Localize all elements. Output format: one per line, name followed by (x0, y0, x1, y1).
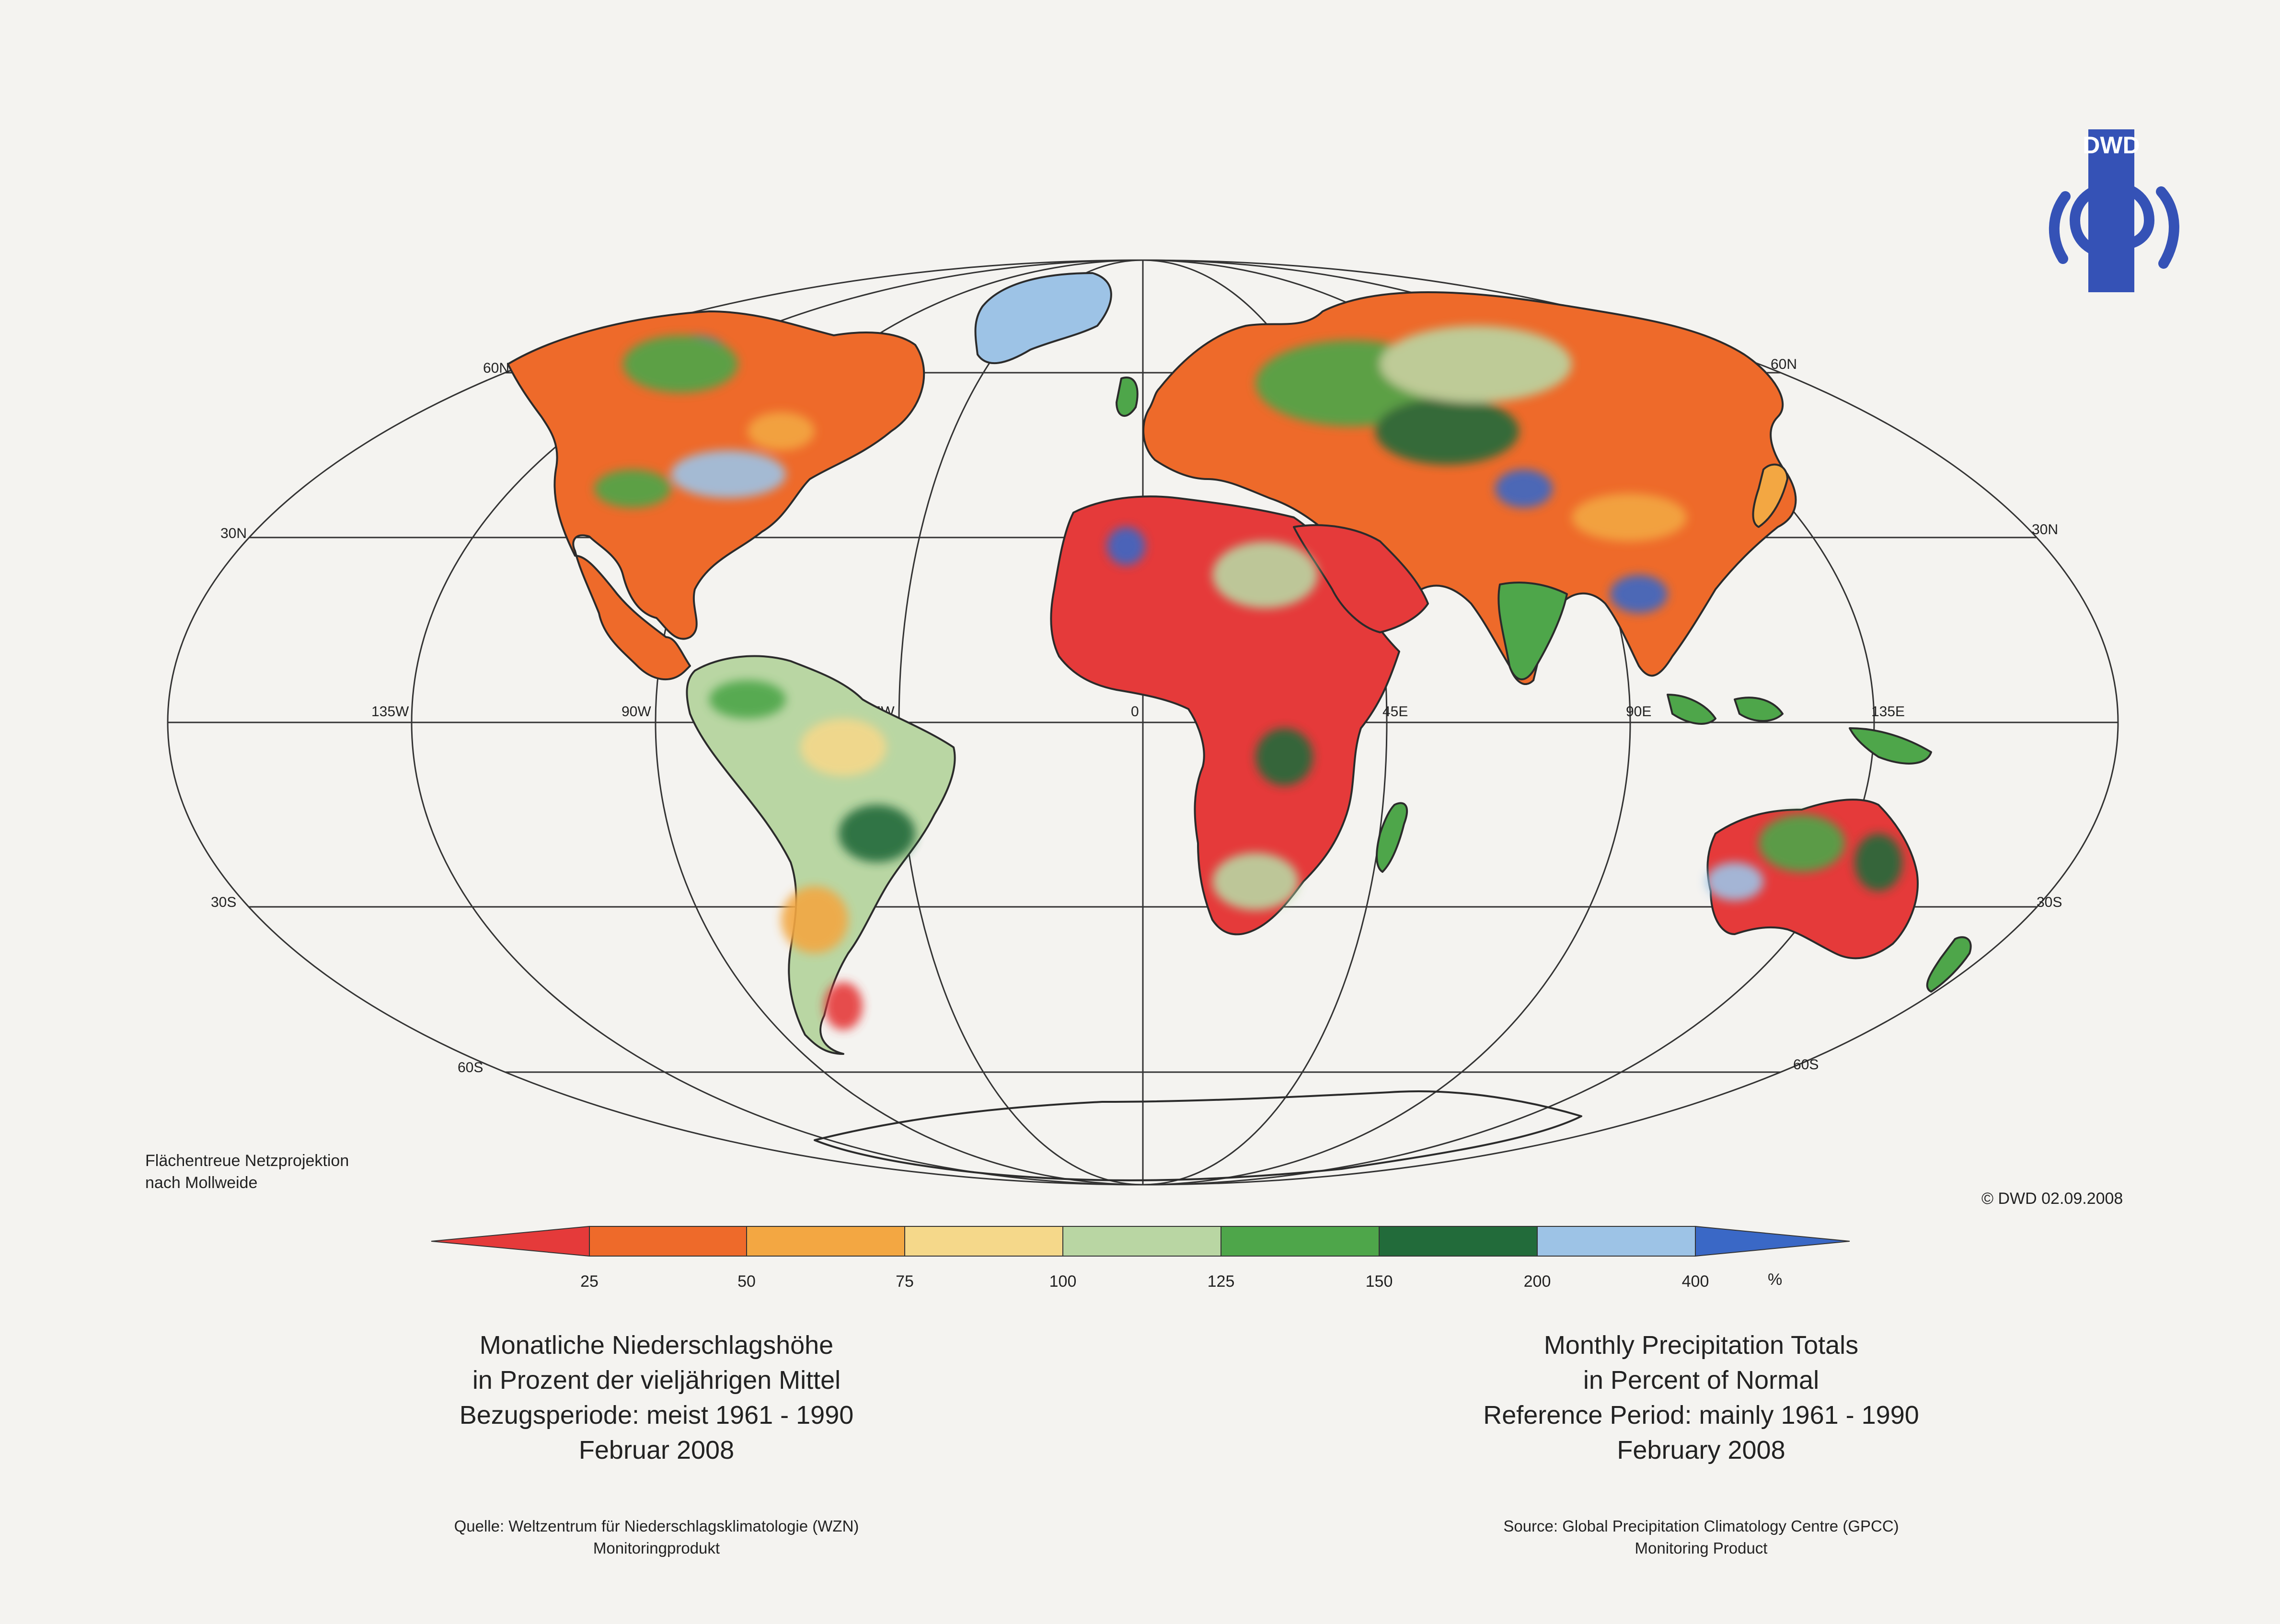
title-english: Monthly Precipitation Totals in Percent … (1342, 1328, 2061, 1468)
projection-note: Flächentreue Netzprojektion nach Mollwei… (145, 1150, 349, 1194)
lat-label-60n-right: 60N (1771, 356, 1797, 372)
source-en-line-1: Source: Global Precipitation Climatology… (1503, 1517, 1899, 1535)
source-german: Quelle: Weltzentrum für Niederschlagskli… (273, 1515, 1040, 1559)
lat-label-60s-right: 60S (1793, 1057, 1819, 1073)
lat-label-60s-left: 60S (458, 1060, 483, 1075)
lon-label-90e: 90E (1626, 704, 1651, 720)
legend-tick-150: 150 (1366, 1272, 1393, 1291)
dwd-logo: DWD (2049, 129, 2179, 292)
lon-label-45e: 45E (1382, 704, 1408, 720)
lon-label-135e: 135E (1871, 704, 1905, 720)
projection-note-line-2: nach Mollweide (145, 1174, 258, 1192)
lat-label-30n-right: 30N (2032, 522, 2058, 538)
legend-tick-75: 75 (896, 1272, 914, 1291)
indonesia (1667, 694, 1932, 765)
legend-tick-200: 200 (1524, 1272, 1551, 1291)
legend-bin-125-150 (1221, 1226, 1380, 1257)
legend-bin-100-125 (1062, 1226, 1221, 1257)
legend-unit: % (1768, 1270, 1783, 1289)
title-en-line-3: Reference Period: mainly 1961 - 1990 (1483, 1401, 1919, 1430)
lon-label-135w: 135W (371, 704, 409, 720)
legend-bin-50-75 (746, 1226, 905, 1257)
title-de-line-3: Bezugsperiode: meist 1961 - 1990 (459, 1401, 854, 1430)
lat-label-30s-right: 30S (2037, 894, 2062, 910)
legend-tick-25: 25 (580, 1272, 599, 1291)
lat-label-30s-left: 30S (211, 894, 236, 910)
legend-bin-150-200 (1379, 1226, 1538, 1257)
title-de-line-1: Monatliche Niederschlagshöhe (479, 1331, 834, 1360)
madagascar (1376, 802, 1408, 873)
lat-label-60n-left: 60N (483, 360, 509, 376)
lat-label-30n-left: 30N (220, 526, 247, 541)
arabia (1293, 524, 1429, 633)
projection-note-line-1: Flächentreue Netzprojektion (145, 1152, 349, 1170)
grid-labels: 60N 60N 30N 30N 30S 30S 60S 60S 135W 90W… (211, 356, 2062, 1075)
title-german: Monatliche Niederschlagshöhe in Prozent … (297, 1328, 1016, 1468)
legend-tick-50: 50 (737, 1272, 756, 1291)
greenland (974, 272, 1112, 365)
india (1497, 582, 1568, 681)
title-en-line-2: in Percent of Normal (1583, 1366, 1819, 1395)
copyright: © DWD 02.09.2008 (1981, 1189, 2123, 1208)
anomaly-shading (594, 326, 1902, 1030)
legend-bin-lt25 (431, 1225, 590, 1257)
legend-bin-75-100 (904, 1226, 1063, 1257)
new-zealand (1926, 936, 1972, 993)
legend-tick-100: 100 (1049, 1272, 1077, 1291)
title-en-line-4: February 2008 (1617, 1436, 1785, 1464)
title-en-line-1: Monthly Precipitation Totals (1543, 1331, 1859, 1360)
title-de-line-4: Februar 2008 (578, 1436, 735, 1464)
legend-bin-200-400 (1537, 1226, 1696, 1257)
dwd-logo-swirl (2049, 181, 2179, 269)
antarctica (814, 1090, 1582, 1181)
source-de-line-2: Monitoringprodukt (593, 1539, 720, 1557)
legend-bin-gt400 (1695, 1225, 1850, 1257)
precipitation-map: 60N 60N 30N 30N 30S 30S 60S 60S 135W 90W… (167, 259, 2119, 1186)
source-en-line-2: Monitoring Product (1635, 1539, 1768, 1557)
color-legend: 25 50 75 100 125 150 200 400 (431, 1225, 1850, 1291)
japan (1752, 463, 1788, 528)
lon-label-90w: 90W (622, 704, 651, 720)
legend-tick-125: 125 (1208, 1272, 1235, 1291)
lon-label-0: 0 (1131, 704, 1139, 720)
legend-tick-400: 400 (1682, 1272, 1709, 1291)
legend-bin-25-50 (589, 1226, 747, 1257)
dwd-logo-text: DWD (2083, 132, 2140, 159)
title-de-line-2: in Prozent der vieljährigen Mittel (472, 1366, 841, 1395)
source-english: Source: Global Precipitation Climatology… (1318, 1515, 2084, 1559)
source-de-line-1: Quelle: Weltzentrum für Niederschlagskli… (454, 1517, 859, 1535)
british-isles (1116, 377, 1139, 417)
